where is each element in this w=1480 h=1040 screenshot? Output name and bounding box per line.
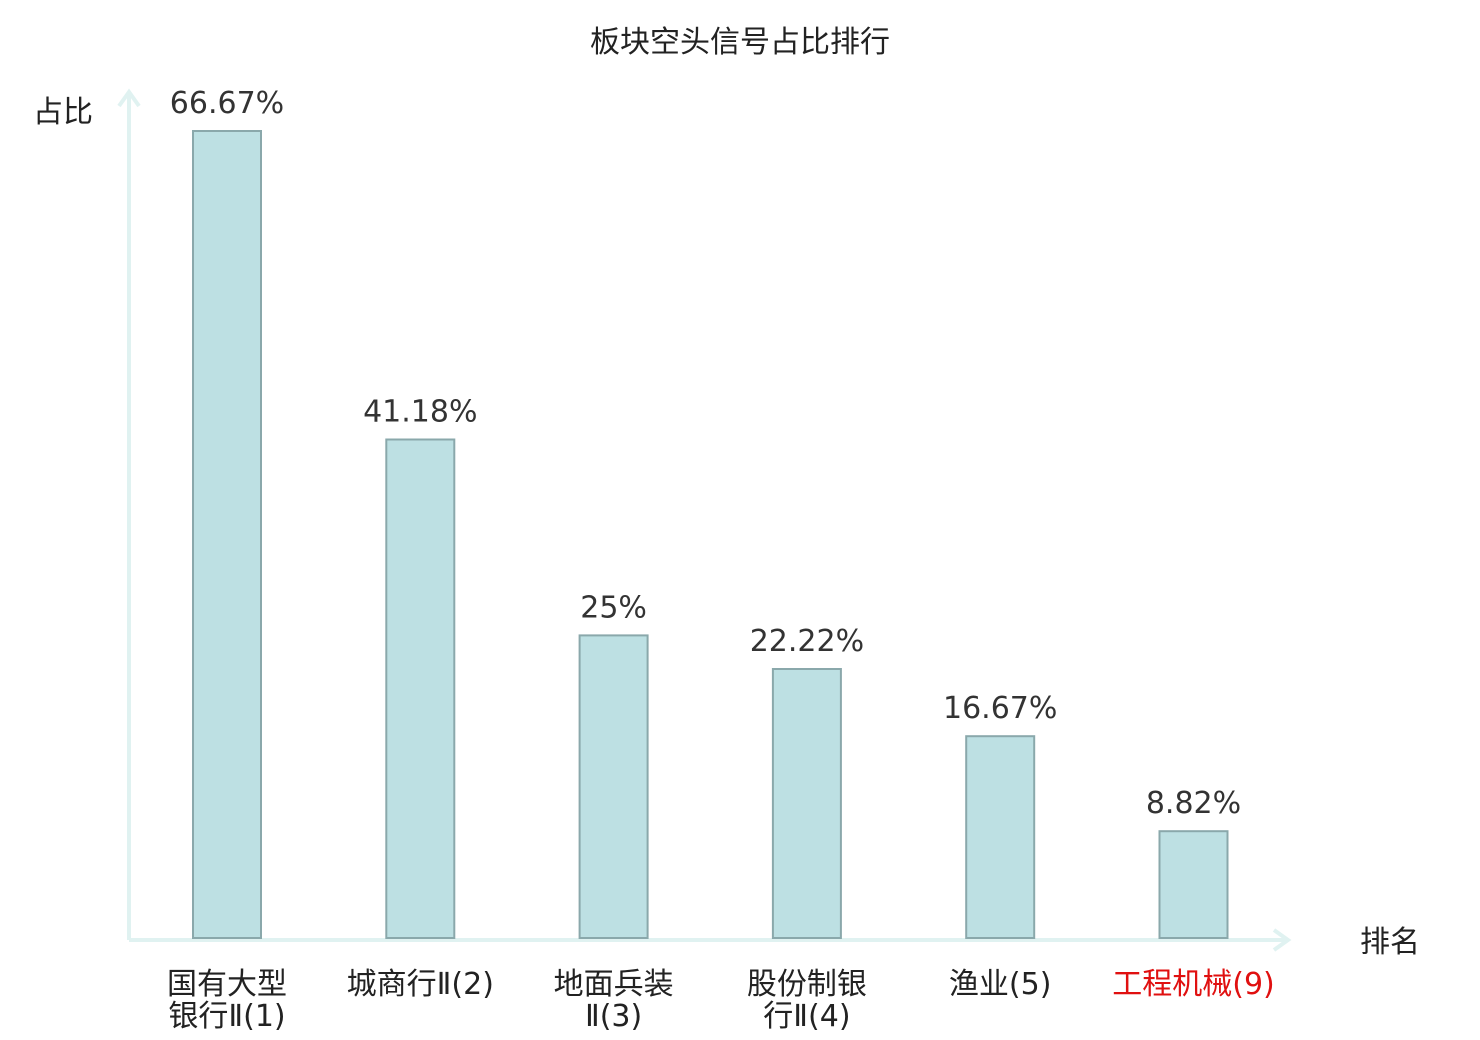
category-label-line: 渔业(5) (949, 967, 1052, 1002)
value-label-5: 16.67% (943, 691, 1057, 726)
category-label-3: 地面兵装 Ⅱ(3) (554, 967, 674, 1034)
category-label-1: 国有大型银行Ⅱ(1) (167, 967, 287, 1034)
category-label-2: 城商行Ⅱ(2) (347, 967, 494, 1002)
x-axis-label: 排名 (1360, 925, 1420, 960)
category-label-4: 股份制银行Ⅱ(4) (747, 967, 867, 1034)
category-label-line: 股份制银 (747, 967, 867, 1002)
category-label-line: 地面兵装 (554, 967, 674, 1002)
value-label-1: 66.67% (170, 86, 284, 121)
bar-1 (192, 130, 262, 939)
y-axis-arrow (117, 88, 141, 108)
chart-title: 板块空头信号占比排行 (590, 25, 890, 60)
bars-group (192, 130, 1229, 940)
category-label-line: Ⅱ(3) (585, 999, 642, 1034)
y-axis-label: 占比 (33, 95, 93, 130)
category-label-5: 渔业(5) (949, 967, 1052, 1002)
value-labels-group: 66.67% 41.18% 25% 22.22% 16.67% 8.82% (170, 86, 1241, 821)
bar-6 (1158, 830, 1229, 940)
bar-2 (385, 438, 456, 939)
category-label-line: 行Ⅱ(4) (763, 999, 850, 1034)
bar-4 (771, 668, 842, 939)
value-label-4: 22.22% (750, 624, 864, 659)
category-label-line: 银行Ⅱ(1) (168, 999, 285, 1034)
bar-5 (965, 735, 1036, 940)
value-label-3: 25% (580, 590, 647, 625)
x-axis-arrow (1272, 928, 1292, 952)
category-label-6: 工程机械(9) (1112, 967, 1275, 1002)
category-label-line: 城商行Ⅱ(2) (347, 967, 494, 1002)
bar-3 (578, 634, 649, 940)
category-label-line: 国有大型 (167, 967, 287, 1002)
value-label-2: 41.18% (363, 395, 477, 430)
value-label-6: 8.82% (1146, 786, 1241, 821)
category-label-line: 工程机械(9) (1112, 967, 1275, 1002)
category-labels-group: 国有大型银行Ⅱ(1) 城商行Ⅱ(2) 地面兵装 Ⅱ(3) 股份制银行Ⅱ(4) 渔业(5) 工… (167, 967, 1275, 1034)
